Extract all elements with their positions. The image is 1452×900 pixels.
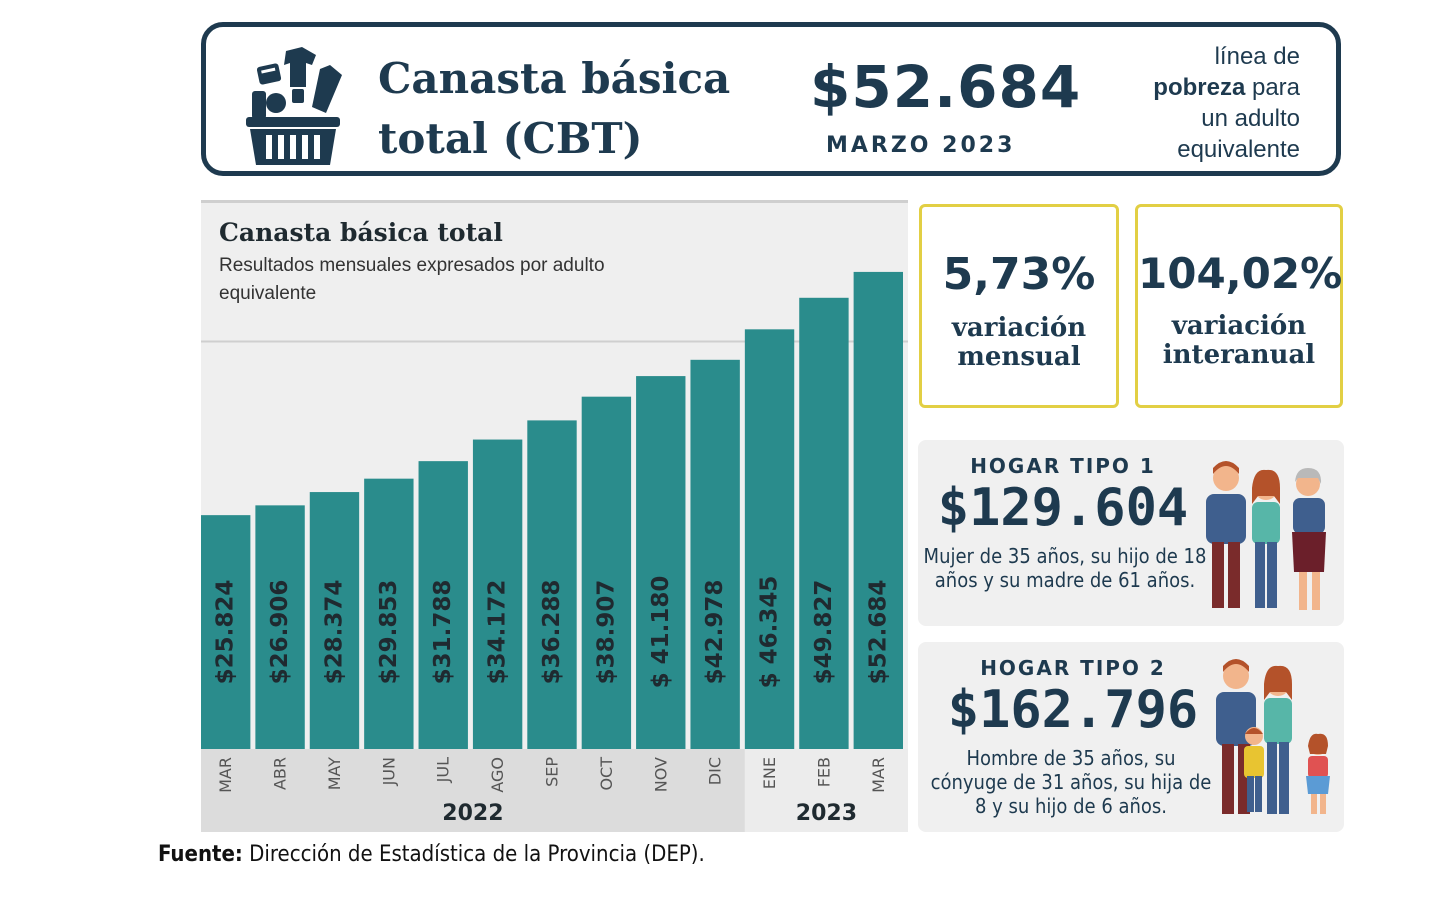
year-label: 2022 [442,801,503,826]
monthly-variation-label-line1: variación [951,313,1087,343]
category-label: MAY [325,757,344,791]
bar-value-label: $42.978 [702,580,728,685]
bar-value-label: $49.827 [811,580,837,685]
category-label: JUL [434,757,453,783]
bar-value-label: $34.172 [485,580,511,685]
monthly-variation-label: variación mensual [922,314,1116,372]
poverty-line3: un adulto [1201,105,1300,132]
bar [472,439,523,749]
cbt-price: $52.684 [810,53,1082,121]
source-note: Fuente: Dirección de Estadística de la P… [158,842,705,867]
header-banner: Canasta básica total (CBT) $52.684 MARZO… [201,22,1341,176]
bar-value-label: $36.288 [539,580,565,685]
category-label: FEB [814,757,833,787]
poverty-bold: pobreza [1153,74,1246,101]
bar [581,396,632,749]
monthly-variation-value: 5,73% [942,249,1096,300]
household-type2-description: Hombre de 35 años, su cónyuge de 31 años… [930,746,1212,818]
bar [201,515,251,749]
bar [636,376,686,749]
family-icon [1206,461,1326,610]
source-text: Dirección de Estadística de la Provincia… [242,842,705,867]
category-label: JUN [379,757,398,786]
yearly-variation-label: variación interanual [1138,312,1340,370]
chart-subtitle: Resultados mensuales expresados por adul… [219,255,605,304]
yearly-variation-value: 104,02% [1138,249,1343,298]
year-band [744,749,908,832]
household-type1-description: Mujer de 35 años, su hijo de 18 años y s… [923,544,1207,592]
bar [527,420,577,749]
yearly-variation-card: 104,02% variación interanual [1135,204,1343,408]
bar-value-label: $25.824 [213,580,239,685]
page-title: Canasta básica total (CBT) [378,54,731,163]
bar-value-label: $ 41.180 [648,576,674,689]
bar-value-label: $ 46.345 [757,576,783,689]
household-type1-price: $129.604 [937,478,1189,538]
bar [690,359,740,749]
bar [364,478,414,749]
bar [418,461,468,749]
bar-value-label: $52.684 [865,580,891,685]
poverty-line2: para [1245,74,1300,101]
monthly-variation-card: 5,73% variación mensual [919,204,1119,408]
household-type1-card: HOGAR TIPO 1 $129.604 Mujer de 35 años, … [918,440,1344,626]
household-type1-title: HOGAR TIPO 1 [970,454,1156,478]
category-label: AGO [488,757,507,793]
household-type2-title: HOGAR TIPO 2 [980,656,1166,680]
monthly-variation-label-line2: mensual [957,342,1081,372]
bar-value-label: $26.906 [267,580,293,685]
bar-value-label: $29.853 [376,580,402,685]
bar-value-label: $28.374 [321,580,347,685]
chart-title: Canasta básica total [219,218,503,247]
poverty-line1: línea de [1214,43,1300,70]
shopping-basket-icon [246,47,342,165]
category-label: SEP [543,757,562,787]
year-label: 2023 [796,801,857,826]
bar-value-label: $38.907 [593,580,619,685]
household-type2-card: HOGAR TIPO 2 $162.796 Hombre de 35 años,… [918,642,1344,832]
bar [309,492,360,749]
poverty-line-note: línea de pobreza para un adulto equivale… [1100,41,1300,165]
bar-chart: 2022 2023 $25.824 MAR $26.906 ABR $28.374 MAY $2… [201,271,908,832]
family-with-children-icon [1216,659,1330,814]
poverty-line4: equivalente [1177,136,1300,163]
category-label: NOV [651,757,670,792]
source-label: Fuente: [158,842,243,867]
category-label: ABR [271,757,290,790]
bar-value-label: $31.788 [430,580,456,685]
category-label: MAR [869,757,888,793]
bar [799,297,849,749]
category-label: OCT [597,757,616,791]
household-type2-price: $162.796 [947,680,1199,740]
category-label: DIC [706,757,725,785]
bar [255,505,305,749]
bar [853,271,903,749]
category-label: MAR [216,757,235,793]
chart-panel: 2022 2023 $25.824 MAR $26.906 ABR $28.374 MAY $2… [201,200,908,832]
year-band [201,749,745,832]
chart-top-rule [201,200,908,203]
bar [744,329,795,749]
period-label: MARZO 2023 [826,133,1016,158]
yearly-variation-label-line1: variación [1171,311,1307,341]
category-label: ENE [760,757,779,789]
yearly-variation-label-line2: interanual [1162,340,1316,370]
